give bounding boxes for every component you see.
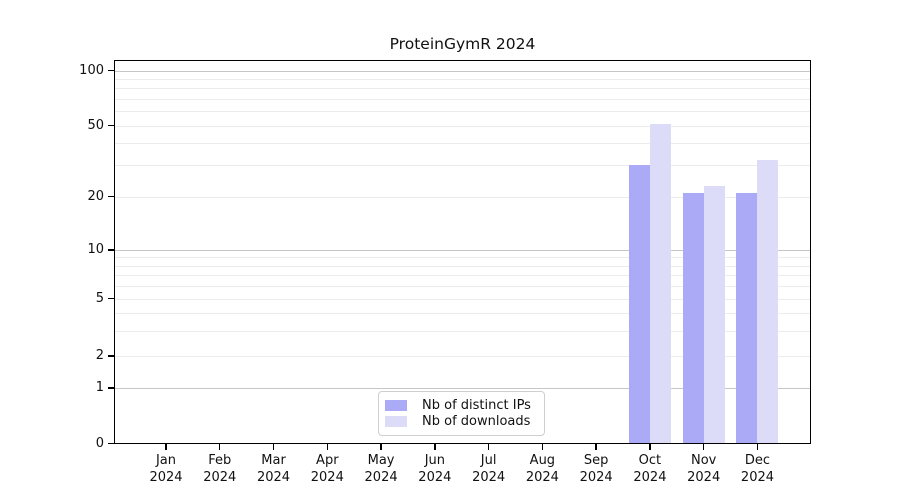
gridline-y-5 <box>114 298 811 300</box>
y-tick-mark <box>107 249 114 251</box>
bar-nb-of-distinct-ips-dec <box>736 192 758 444</box>
gridline-y-70 <box>114 99 811 100</box>
x-tick-mark <box>165 443 167 450</box>
gridline-y-50 <box>114 125 811 127</box>
x-tick-label: Feb 2024 <box>203 453 237 485</box>
y-tick-label: 5 <box>95 290 104 306</box>
y-tick-label: 1 <box>95 380 104 395</box>
legend-swatch <box>385 399 407 411</box>
y-tick-label: 20 <box>87 188 104 204</box>
x-tick-label: Jan 2024 <box>149 453 183 485</box>
x-tick-mark <box>541 443 544 450</box>
y-tick-label: 2 <box>95 348 104 363</box>
gridline-y-1 <box>114 388 811 389</box>
legend-label: Nb of downloads <box>422 414 531 430</box>
legend-row: Nb of distinct IPs <box>385 397 538 414</box>
gridline-y-80 <box>114 88 811 90</box>
x-tick-mark <box>595 443 597 450</box>
legend-swatch <box>385 416 407 428</box>
x-tick-label: Sep 2024 <box>579 453 613 485</box>
x-tick-mark <box>487 443 490 450</box>
x-tick-mark <box>219 443 221 450</box>
gridline-y-30 <box>114 165 811 167</box>
gridline-y-20 <box>114 196 811 198</box>
x-tick-label: Mar 2024 <box>256 453 291 485</box>
bar-nb-of-distinct-ips-oct <box>628 165 650 444</box>
gridline-y-40 <box>114 142 811 144</box>
gridline-y-9 <box>114 257 811 259</box>
x-tick-mark <box>756 443 759 450</box>
gridline-y-60 <box>114 111 811 113</box>
x-tick-label: Dec 2024 <box>740 453 775 485</box>
y-tick-label: 0 <box>95 435 104 451</box>
legend-label: Nb of distinct IPs <box>422 397 531 413</box>
y-tick-mark <box>107 125 114 127</box>
x-tick-mark <box>272 443 275 450</box>
x-tick-label: Jun 2024 <box>418 453 452 485</box>
bar-nb-of-downloads-nov <box>703 185 725 444</box>
y-tick-label: 10 <box>87 242 104 257</box>
gridline-y-10 <box>114 250 811 251</box>
gridline-y-7 <box>114 275 811 277</box>
gridline-y-4 <box>114 312 811 314</box>
y-tick-mark <box>107 196 114 198</box>
x-tick-label: Aug 2024 <box>525 453 559 485</box>
gridline-y-8 <box>114 265 811 267</box>
x-tick-mark <box>380 443 382 450</box>
x-tick-label: May 2024 <box>364 453 398 485</box>
bar-nb-of-distinct-ips-nov <box>682 192 704 444</box>
y-tick-mark <box>107 298 114 300</box>
x-tick-mark <box>703 443 705 450</box>
y-tick-label: 100 <box>79 62 104 78</box>
plot-area: Nb of distinct IPs Nb of downloads <box>114 60 811 444</box>
y-tick-mark <box>107 355 114 357</box>
y-tick-label: 50 <box>87 117 104 133</box>
y-tick-mark <box>107 70 114 72</box>
gridline-y-2 <box>114 356 811 357</box>
bar-nb-of-downloads-oct <box>649 124 671 444</box>
x-tick-label: Jul 2024 <box>472 453 506 485</box>
y-tick-mark <box>107 442 114 445</box>
bar-nb-of-downloads-dec <box>757 160 779 444</box>
gridline-y-90 <box>114 79 811 81</box>
x-tick-label: Nov 2024 <box>687 453 721 485</box>
y-tick-mark <box>107 387 114 389</box>
legend-row: Nb of downloads <box>385 414 538 431</box>
legend: Nb of distinct IPs Nb of downloads <box>378 391 545 436</box>
x-tick-label: Oct 2024 <box>633 453 667 485</box>
x-tick-mark <box>649 443 651 450</box>
gridline-y-3 <box>114 330 811 332</box>
x-tick-mark <box>326 443 328 450</box>
x-tick-mark <box>434 443 436 450</box>
x-tick-label: Apr 2024 <box>310 453 344 485</box>
gridline-y-100 <box>114 70 811 72</box>
gridline-y-6 <box>114 285 811 287</box>
chart-title: ProteinGymR 2024 <box>389 35 536 53</box>
